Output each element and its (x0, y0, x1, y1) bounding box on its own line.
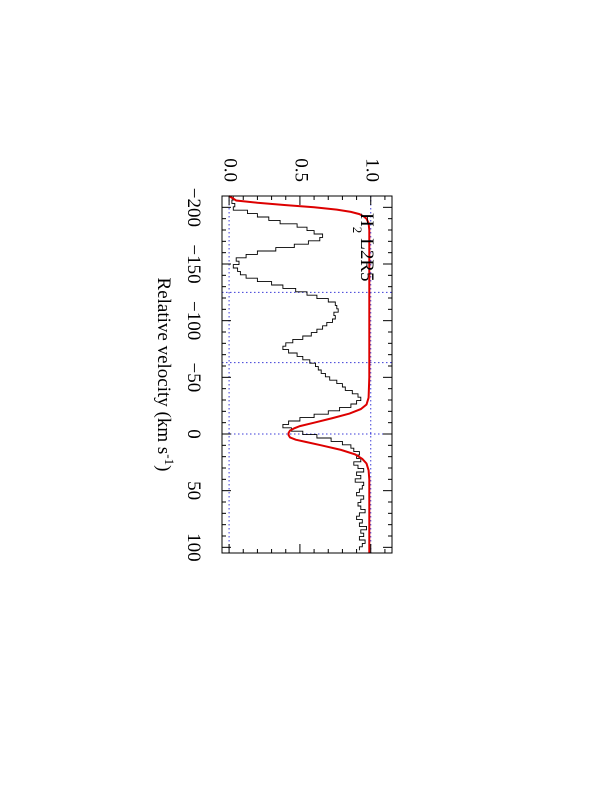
flux-tick-label: 0.5 (291, 158, 312, 182)
velocity-tick-label: −100 (183, 301, 204, 340)
velocity-tick-label: 50 (183, 481, 204, 500)
spectrum-steps-0 (231, 196, 367, 551)
velocity-tick-label: −50 (183, 362, 204, 392)
flux-tick-label: 1.0 (361, 158, 382, 182)
velocity-axis-label: Relative velocity (km s-1) (153, 278, 178, 472)
velocity-tick-label: −200 (183, 188, 204, 227)
transition-label: H2L2R5 (350, 213, 377, 282)
flux-tick-label: 0.0 (220, 158, 241, 182)
model-fit-line-1 (228, 195, 371, 553)
velocity-tick-label: −150 (183, 244, 204, 283)
velocity-tick-label: 0 (183, 429, 204, 439)
plot-area: −200 −150 −100 −50 0 50 100 0.0 0.5 1.0 Relative v… (153, 158, 393, 562)
velocity-tick-label: 100 (183, 533, 204, 562)
plot-frame (221, 195, 393, 554)
